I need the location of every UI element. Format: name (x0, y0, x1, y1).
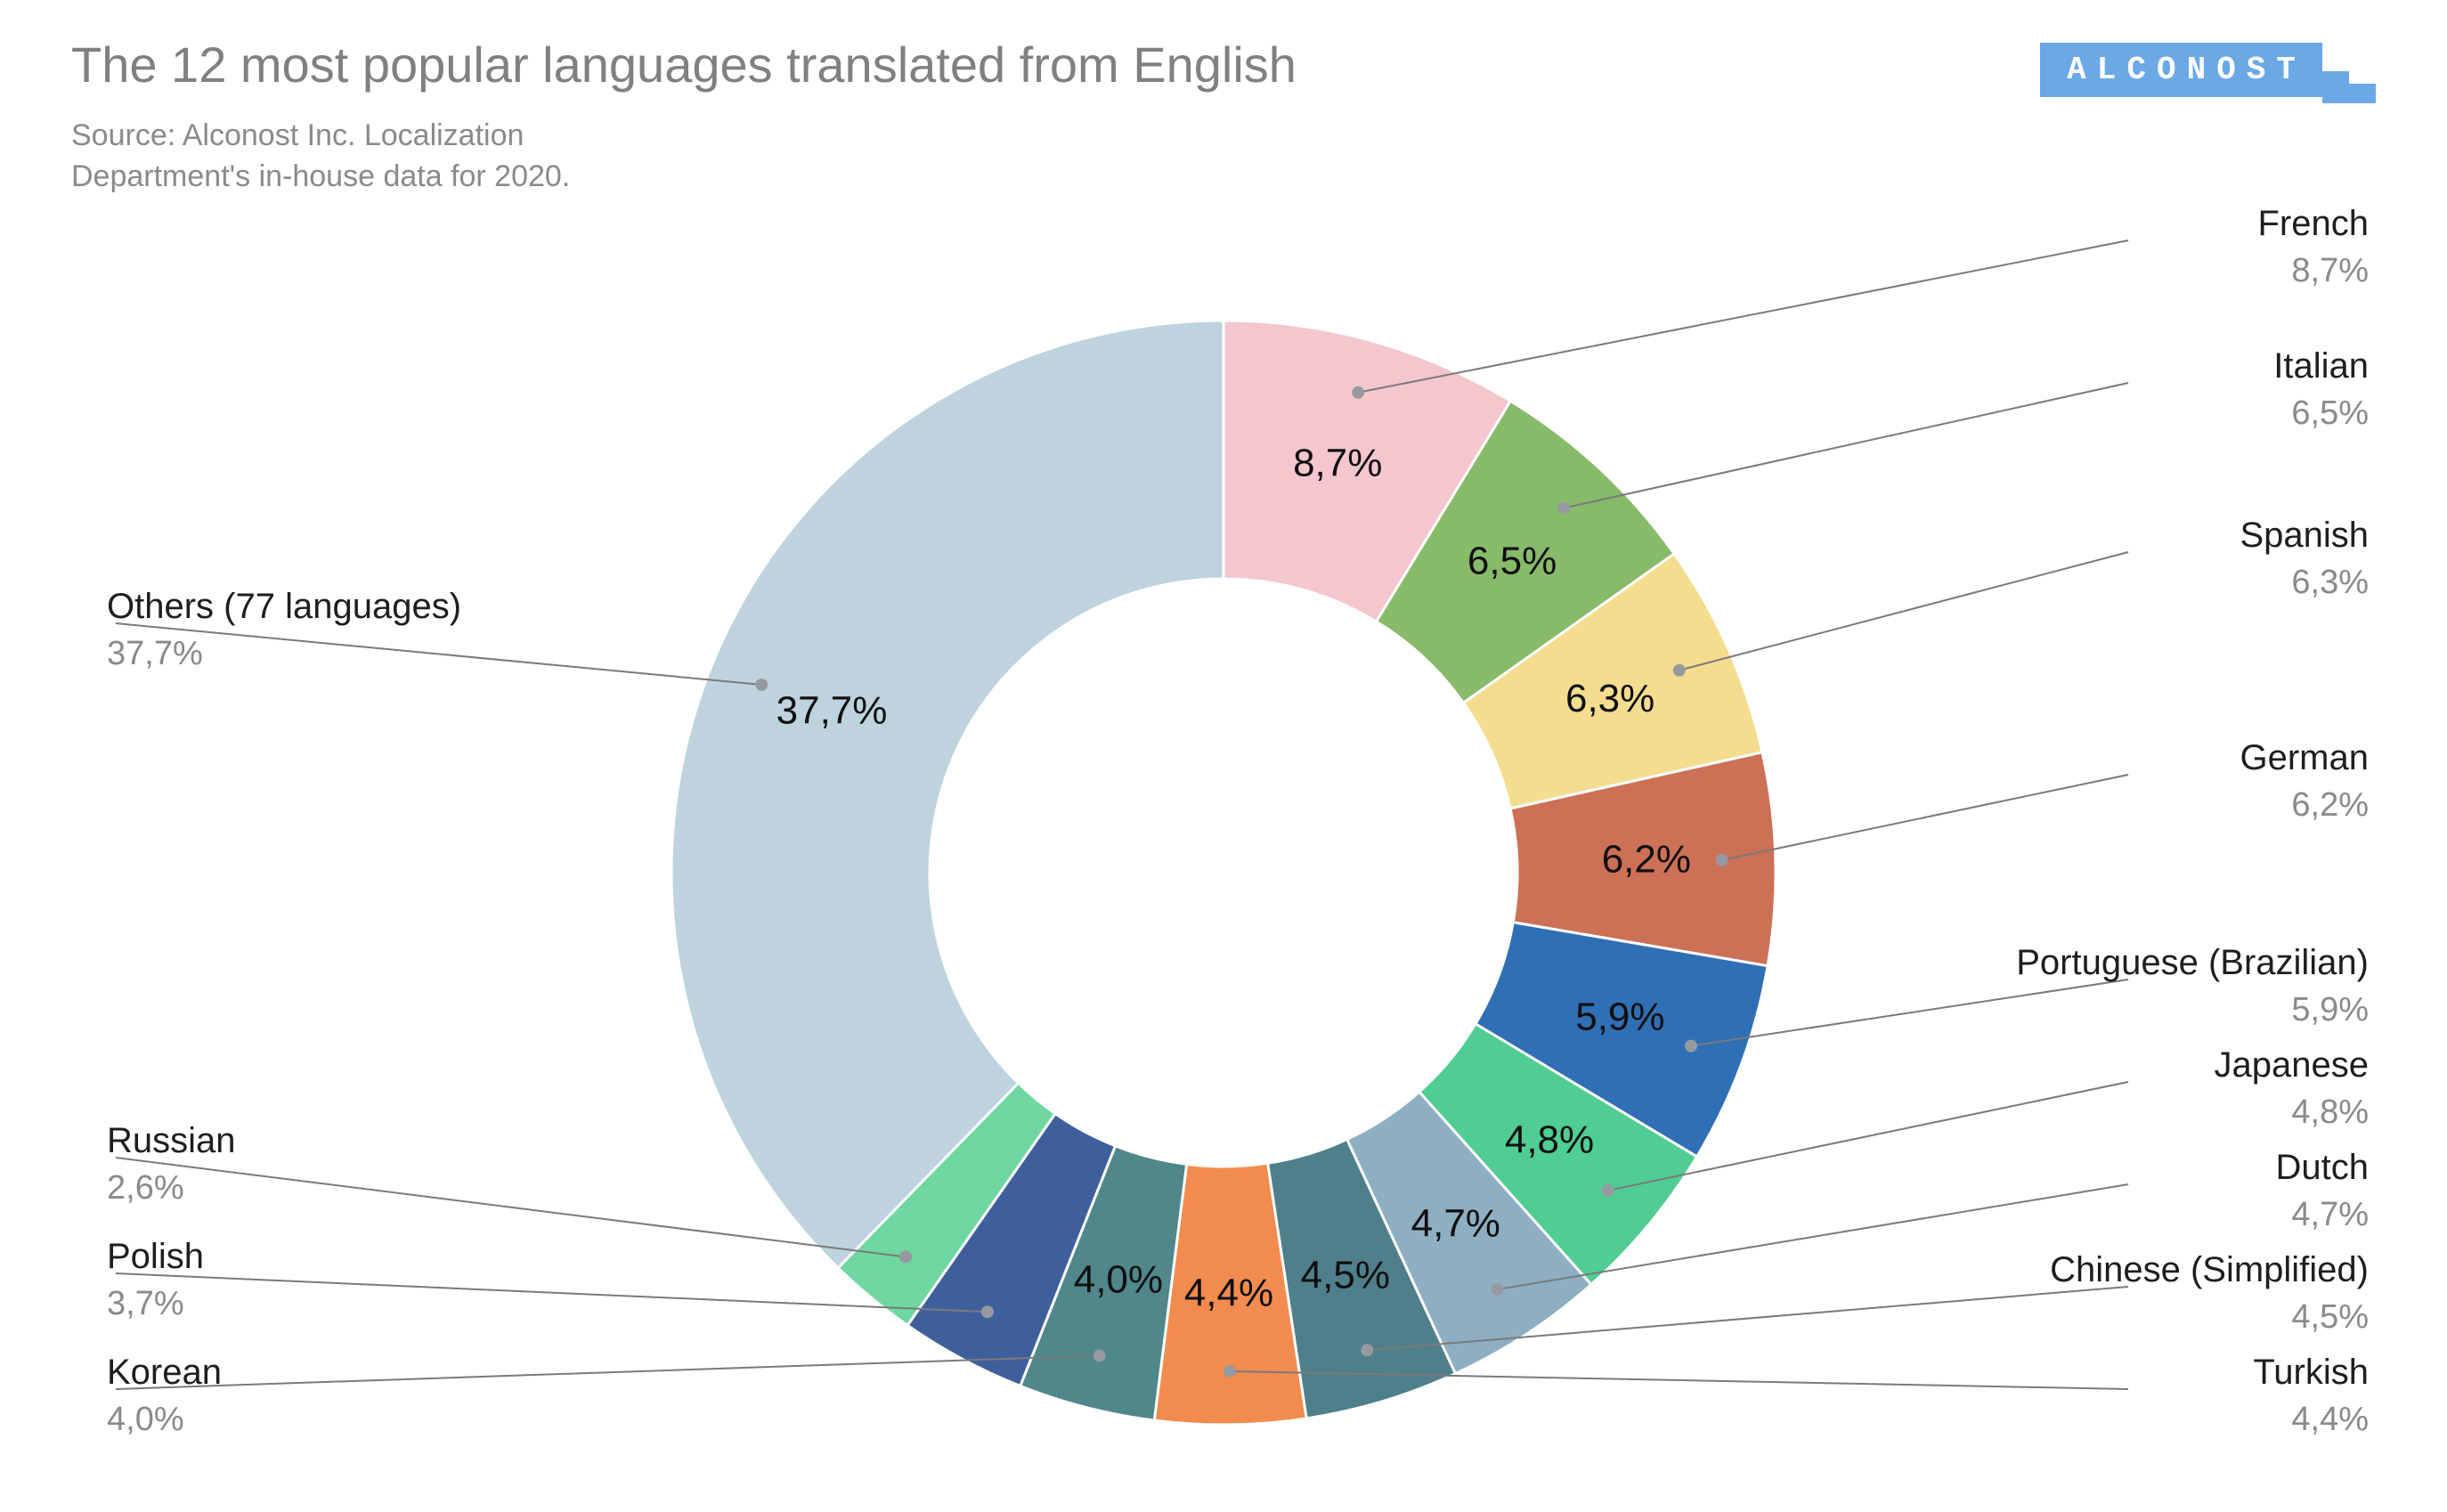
leader-dot (1601, 1184, 1614, 1197)
leader-dot (1557, 502, 1570, 515)
slice-pct-label: 4,7% (1411, 1202, 1500, 1246)
leader-dot (1352, 386, 1364, 399)
donut-slice (671, 321, 1224, 1268)
chart-container: The 12 most popular languages translated… (0, 0, 2447, 1512)
leader-dot (1361, 1344, 1373, 1356)
leader-dot (755, 679, 768, 691)
callout-pct: 4,5% (2291, 1298, 2369, 1336)
leader-line (1679, 552, 2128, 671)
callout-pct: 8,7% (2291, 252, 2369, 289)
callout-language: French (2258, 204, 2370, 243)
slice-pct-label: 4,0% (1074, 1258, 1163, 1302)
callout-language: German (2240, 738, 2370, 777)
slice-pct-label: 6,5% (1467, 539, 1557, 582)
slice-pct-label: 8,7% (1293, 441, 1382, 484)
callout-language: Polish (107, 1237, 204, 1276)
callout-pct: 6,3% (2291, 564, 2369, 601)
callout-pct: 4,4% (2291, 1401, 2369, 1438)
leader-dot (981, 1305, 994, 1318)
leader-line (116, 623, 761, 685)
slice-pct-label: 6,2% (1602, 838, 1691, 882)
callout-language: Korean (107, 1353, 222, 1392)
leader-dot (899, 1250, 912, 1263)
leader-line (116, 1355, 1100, 1389)
slice-pct-label: 37,7% (776, 689, 888, 733)
leader-dot (1093, 1349, 1106, 1362)
callout-pct: 37,7% (107, 635, 203, 672)
callout-language: Turkish (2253, 1353, 2369, 1392)
leader-line (1722, 775, 2128, 860)
leader-dot (1224, 1365, 1236, 1378)
callout-language: Italian (2273, 346, 2369, 386)
callout-language: Dutch (2276, 1148, 2370, 1187)
callout-language: Portuguese (Brazilian) (2016, 943, 2369, 982)
leader-dot (1673, 664, 1686, 677)
callout-pct: 4,7% (2291, 1196, 2369, 1233)
callout-language: Russian (107, 1121, 236, 1160)
leader-dot (1491, 1283, 1503, 1296)
callout-pct: 6,2% (2291, 786, 2369, 824)
callout-language: Others (77 languages) (107, 587, 461, 626)
callout-pct: 2,6% (107, 1169, 184, 1207)
callout-pct: 3,7% (107, 1285, 184, 1322)
callout-pct: 5,9% (2291, 991, 2369, 1028)
slice-pct-label: 4,4% (1184, 1272, 1273, 1315)
donut-chart: 8,7% French 8,7% 6,5% Italian 6,5% 6,3% Spanish… (0, 0, 2447, 1512)
leader-line (1358, 240, 2128, 393)
callout-language: Chinese (Simplified) (2050, 1250, 2369, 1289)
slice-pct-label: 6,3% (1565, 677, 1654, 720)
callout-pct: 4,0% (107, 1401, 184, 1438)
leader-dot (1685, 1040, 1697, 1053)
slice-pct-label: 4,5% (1301, 1253, 1390, 1297)
callout-pct: 6,5% (2291, 394, 2369, 432)
slice-pct-label: 5,9% (1575, 996, 1664, 1039)
callout-pct: 4,8% (2291, 1093, 2369, 1131)
callout-language: Japanese (2215, 1045, 2369, 1085)
callout-language: Spanish (2240, 516, 2369, 555)
leader-dot (1716, 854, 1728, 866)
leader-line (1564, 383, 2128, 508)
slice-pct-label: 4,8% (1505, 1118, 1594, 1161)
